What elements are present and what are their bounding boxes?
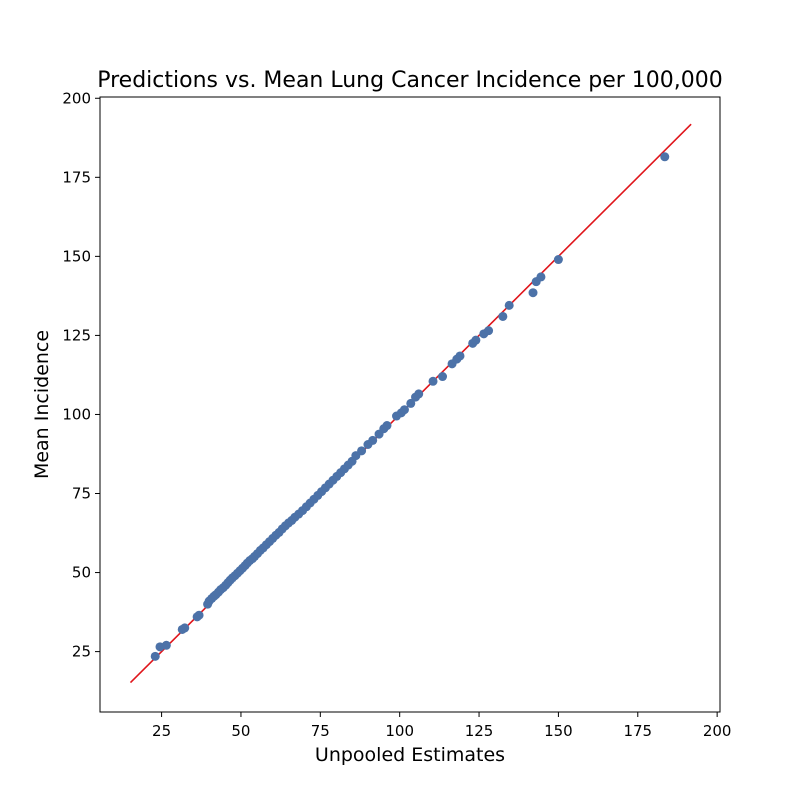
data-point [406, 398, 416, 408]
data-point [428, 376, 438, 386]
data-point [382, 421, 392, 431]
y-tick-label: 25 [72, 643, 91, 661]
axes-frame [99, 96, 721, 713]
x-tick-label: 25 [152, 722, 171, 740]
data-point [660, 152, 670, 162]
y-tick-label: 150 [62, 247, 91, 265]
data-point [484, 326, 494, 336]
data-point [357, 446, 367, 456]
x-axis-label: Unpooled Estimates [315, 744, 505, 766]
y-tick-label: 200 [62, 89, 91, 107]
data-point [498, 311, 508, 321]
x-tick-label: 150 [544, 722, 573, 740]
data-point [438, 372, 448, 382]
data-point [504, 300, 514, 310]
data-point [536, 272, 546, 282]
data-point [161, 640, 171, 650]
data-point [180, 623, 190, 633]
plot-area [129, 123, 692, 684]
y-tick-label: 75 [72, 485, 91, 503]
y-axis: 25 50 75 100 125 150 175 200 [62, 89, 100, 661]
data-point [150, 651, 160, 661]
y-tick-label: 100 [62, 405, 91, 423]
y-tick-label: 50 [72, 564, 91, 582]
x-tick-label: 175 [623, 722, 652, 740]
x-tick-label: 75 [311, 722, 330, 740]
x-tick-label: 125 [465, 722, 494, 740]
x-tick-label: 200 [703, 722, 732, 740]
x-axis: 25 50 75 100 125 150 175 200 [152, 712, 731, 740]
data-point [528, 288, 538, 298]
chart-title: Predictions vs. Mean Lung Cancer Inciden… [97, 68, 723, 93]
data-point [471, 335, 481, 345]
y-tick-label: 175 [62, 168, 91, 186]
data-point [553, 255, 563, 265]
data-point [194, 610, 204, 620]
data-point [399, 405, 409, 415]
x-tick-label: 100 [385, 722, 414, 740]
y-tick-label: 125 [62, 326, 91, 344]
y-axis-label: Mean Incidence [31, 330, 53, 479]
data-point [368, 435, 378, 445]
data-point [414, 389, 424, 399]
x-tick-label: 50 [231, 722, 250, 740]
data-point [455, 351, 465, 361]
